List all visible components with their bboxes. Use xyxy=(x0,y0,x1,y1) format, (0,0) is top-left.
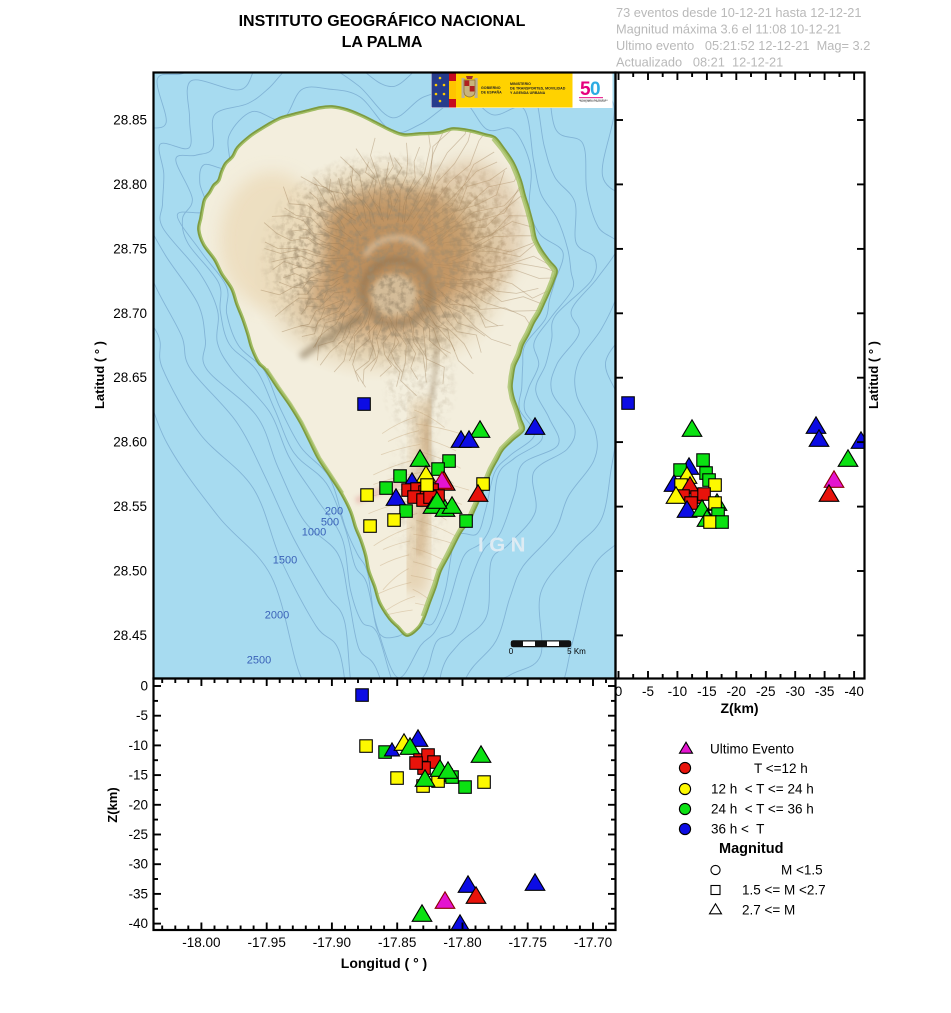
svg-text:0: 0 xyxy=(140,679,148,694)
svg-text:1.5 <= M <2.7: 1.5 <= M <2.7 xyxy=(742,883,826,898)
svg-text:-5: -5 xyxy=(136,708,148,723)
svg-text:500: 500 xyxy=(321,517,339,529)
svg-text:-30: -30 xyxy=(785,684,805,699)
svg-text:Z(km): Z(km) xyxy=(720,700,758,716)
svg-text:Latitud ( ° ): Latitud ( ° ) xyxy=(92,341,107,409)
svg-text:DE ESPAÑA: DE ESPAÑA xyxy=(481,90,502,95)
svg-text:2000: 2000 xyxy=(265,610,289,622)
svg-text:-17.90: -17.90 xyxy=(313,935,351,950)
svg-text:28.70: 28.70 xyxy=(113,306,147,321)
svg-text:-17.95: -17.95 xyxy=(248,935,286,950)
svg-text:DE TRANSPORTES, MOVILIDAD: DE TRANSPORTES, MOVILIDAD xyxy=(510,87,566,91)
svg-text:-20: -20 xyxy=(128,797,148,812)
svg-text:0: 0 xyxy=(590,79,601,100)
svg-text:28.45: 28.45 xyxy=(113,628,147,643)
svg-text:73 eventos desde 10-12-21 hast: 73 eventos desde 10-12-21 hasta 12-12-21 xyxy=(616,5,861,20)
svg-text:Magnitud máxima 3.6 el 11:08 1: Magnitud máxima 3.6 el 11:08 10-12-21 xyxy=(616,22,841,37)
svg-text:28.85: 28.85 xyxy=(113,113,147,128)
svg-text:-10: -10 xyxy=(128,738,148,753)
svg-text:-15: -15 xyxy=(128,768,148,783)
svg-text:-17.70: -17.70 xyxy=(574,935,612,950)
svg-text:2.7 <= M: 2.7 <= M xyxy=(742,903,795,918)
svg-text:28.50: 28.50 xyxy=(113,564,147,579)
svg-text:-25: -25 xyxy=(756,684,776,699)
svg-text:5: 5 xyxy=(580,79,591,100)
svg-text:0: 0 xyxy=(615,684,623,699)
svg-text:GOBIERNO: GOBIERNO xyxy=(481,86,501,90)
svg-text:-10: -10 xyxy=(668,684,688,699)
svg-text:12 h < T <= 24 h: 12 h < T <= 24 h xyxy=(711,782,814,797)
svg-text:Magnitud: Magnitud xyxy=(719,841,783,857)
svg-text:Longitud ( ° ): Longitud ( ° ) xyxy=(341,955,427,971)
svg-text:-25: -25 xyxy=(128,827,148,842)
svg-text:-40: -40 xyxy=(844,684,864,699)
svg-text:MINISTERIO: MINISTERIO xyxy=(510,82,531,86)
svg-text:36 h < T: 36 h < T xyxy=(711,822,764,837)
svg-text:Latitud ( ° ): Latitud ( ° ) xyxy=(866,341,881,409)
svg-text:T <=12 h: T <=12 h xyxy=(754,761,808,776)
svg-text:2500: 2500 xyxy=(247,655,271,667)
svg-text:LA PALMA: LA PALMA xyxy=(342,34,423,51)
svg-text:28.55: 28.55 xyxy=(113,499,147,514)
svg-text:1000: 1000 xyxy=(302,527,326,539)
svg-text:1500: 1500 xyxy=(273,555,297,567)
svg-text:M <1.5: M <1.5 xyxy=(781,863,823,878)
svg-text:Z(km): Z(km) xyxy=(105,787,120,822)
svg-text:INSTITUTO GEOGRÁFICO NACIONAL: INSTITUTO GEOGRÁFICO NACIONAL xyxy=(239,11,526,30)
svg-text:28.60: 28.60 xyxy=(113,435,147,450)
svg-text:Ultimo evento 05:21:52 12-12: Ultimo evento 05:21:52 12-12-21 Mag= 3.2 xyxy=(616,38,870,53)
svg-text:-17.75: -17.75 xyxy=(509,935,547,950)
svg-text:-17.85: -17.85 xyxy=(378,935,416,950)
svg-text:Y AGENDA URBANA: Y AGENDA URBANA xyxy=(510,91,546,95)
svg-text:28.75: 28.75 xyxy=(113,241,147,256)
svg-text:200: 200 xyxy=(325,506,343,518)
svg-text:-30: -30 xyxy=(128,857,148,872)
svg-text:-15: -15 xyxy=(697,684,717,699)
svg-text:-40: -40 xyxy=(128,916,148,931)
svg-text:5 Km: 5 Km xyxy=(567,647,586,656)
svg-text:-35: -35 xyxy=(815,684,835,699)
svg-text:aniversario del Instituto: aniversario del Instituto xyxy=(579,98,608,102)
svg-text:0: 0 xyxy=(509,647,514,656)
svg-text:Geográfico Nacional: Geográfico Nacional xyxy=(580,99,606,103)
svg-text:-17.80: -17.80 xyxy=(443,935,481,950)
svg-text:-20: -20 xyxy=(727,684,747,699)
svg-text:IGN: IGN xyxy=(478,534,531,557)
svg-text:28.65: 28.65 xyxy=(113,370,147,385)
svg-text:Ultimo Evento: Ultimo Evento xyxy=(710,742,794,757)
svg-text:28.80: 28.80 xyxy=(113,177,147,192)
svg-text:-5: -5 xyxy=(642,684,654,699)
svg-text:-35: -35 xyxy=(128,886,148,901)
svg-text:Actualizado 08:21 12-12-21: Actualizado 08:21 12-12-21 xyxy=(616,55,783,70)
svg-text:24 h < T <= 36 h: 24 h < T <= 36 h xyxy=(711,802,814,817)
svg-text:-18.00: -18.00 xyxy=(182,935,220,950)
